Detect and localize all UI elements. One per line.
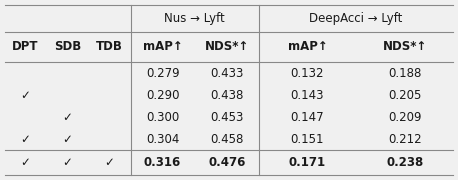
Text: Nus → Lyft: Nus → Lyft: [164, 12, 225, 25]
Text: NDS*↑: NDS*↑: [205, 40, 249, 53]
Text: 0.151: 0.151: [291, 133, 324, 146]
Text: ✓: ✓: [63, 133, 72, 146]
Text: 0.143: 0.143: [291, 89, 324, 102]
Text: 0.438: 0.438: [210, 89, 243, 102]
Text: ✓: ✓: [21, 156, 31, 169]
Text: mAP↑: mAP↑: [288, 40, 327, 53]
Text: 0.238: 0.238: [386, 156, 423, 169]
Text: ✓: ✓: [104, 156, 114, 169]
Text: 0.304: 0.304: [146, 133, 179, 146]
Text: 0.147: 0.147: [291, 111, 324, 124]
Text: 0.300: 0.300: [146, 111, 179, 124]
Text: ✓: ✓: [63, 111, 72, 124]
Text: 0.205: 0.205: [388, 89, 421, 102]
Text: 0.171: 0.171: [289, 156, 326, 169]
Text: NDS*↑: NDS*↑: [382, 40, 427, 53]
Text: 0.476: 0.476: [208, 156, 245, 169]
Text: 0.433: 0.433: [210, 67, 243, 80]
Text: 0.188: 0.188: [388, 67, 421, 80]
Text: ✓: ✓: [63, 156, 72, 169]
Text: 0.212: 0.212: [388, 133, 421, 146]
Text: 0.316: 0.316: [144, 156, 181, 169]
Text: SDB: SDB: [54, 40, 81, 53]
Text: ✓: ✓: [21, 89, 31, 102]
Text: mAP↑: mAP↑: [143, 40, 182, 53]
Text: ✓: ✓: [21, 133, 31, 146]
Text: DeepAcci → Lyft: DeepAcci → Lyft: [310, 12, 403, 25]
Text: 0.453: 0.453: [210, 111, 243, 124]
Text: 0.279: 0.279: [146, 67, 180, 80]
Text: 0.132: 0.132: [291, 67, 324, 80]
Text: DPT: DPT: [12, 40, 39, 53]
Text: TDB: TDB: [96, 40, 123, 53]
Text: 0.290: 0.290: [146, 89, 180, 102]
Text: 0.209: 0.209: [388, 111, 421, 124]
Text: 0.458: 0.458: [210, 133, 243, 146]
